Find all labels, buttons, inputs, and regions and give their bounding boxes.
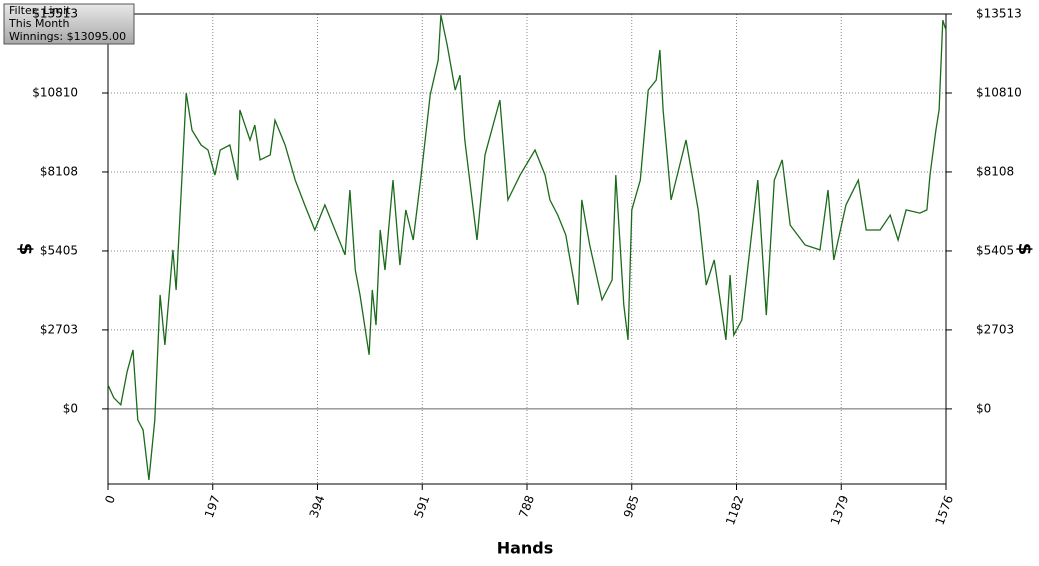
x-tick-label: 1379 xyxy=(828,493,852,526)
plot-area xyxy=(102,13,952,490)
x-tick-label: 1182 xyxy=(723,493,747,526)
x-tick-label: 197 xyxy=(202,493,223,519)
y-tick-label-right: $8108 xyxy=(976,164,1014,178)
y-tick-label-right: $0 xyxy=(976,401,991,415)
x-tick-label: 591 xyxy=(411,493,432,519)
x-axis-label: Hands xyxy=(497,539,554,558)
info-text: Winnings: $13095.00 xyxy=(9,30,126,43)
y-tick-label: $13513 xyxy=(32,7,78,21)
y-tick-label-right: $2703 xyxy=(976,322,1014,336)
x-tick-label: 0 xyxy=(102,493,118,505)
x-tick-label: 1576 xyxy=(933,493,957,526)
y-tick-label: $0 xyxy=(63,401,78,415)
y-tick-label: $10810 xyxy=(32,85,78,99)
y-tick-label-right: $10810 xyxy=(976,85,1022,99)
y-tick-label-right: $5405 xyxy=(976,243,1014,257)
y-tick-label: $5405 xyxy=(40,243,78,257)
plot-frame xyxy=(107,13,947,485)
info-text: Filter: Limit xyxy=(9,4,71,17)
x-tick-label: 985 xyxy=(621,493,642,519)
winnings-line xyxy=(107,14,947,480)
y-axis-label-right: $ xyxy=(1014,243,1035,256)
x-tick-label: 394 xyxy=(307,493,328,519)
info-text: This Month xyxy=(8,17,69,30)
y-axis-label: $ xyxy=(15,243,36,256)
info-box-bg xyxy=(3,3,135,45)
y-tick-label: $2703 xyxy=(40,322,78,336)
y-tick-label: $8108 xyxy=(40,164,78,178)
x-tick-label: 788 xyxy=(516,493,537,519)
y-tick-label-right: $13513 xyxy=(976,7,1022,21)
